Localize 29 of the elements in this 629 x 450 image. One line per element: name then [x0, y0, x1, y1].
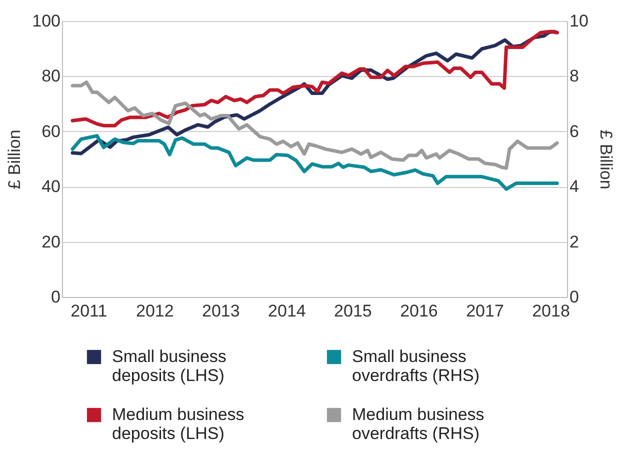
y2-axis-title: £ Billion: [596, 130, 616, 190]
x-tick-label: 2012: [136, 302, 174, 320]
x-tick-label: 2015: [334, 302, 372, 320]
y2-tick-label: 2: [570, 232, 579, 252]
legend-label: Small business overdrafts (RHS): [352, 347, 480, 385]
y-tick-label: 40: [42, 177, 60, 196]
legend-label: Medium business deposits (LHS): [112, 405, 244, 443]
legend-label: Medium business overdrafts (RHS): [352, 405, 484, 443]
line-series: [70, 134, 559, 191]
x-tick-label: 2017: [466, 302, 504, 320]
y-axis-title: £ Billion: [5, 130, 24, 190]
y-tick-label: 20: [42, 232, 60, 252]
y2-tick-label: 8: [570, 66, 579, 86]
x-tick-label: 2014: [268, 302, 306, 320]
y2-tick-label: 0: [570, 288, 579, 306]
y2-tick-label: 10: [570, 12, 588, 30]
line-series: [70, 30, 559, 128]
y-tick-label: 60: [42, 122, 60, 141]
x-tick-label: 2011: [70, 302, 108, 320]
x-tick-label: 2013: [202, 302, 240, 320]
y-tick-label: 100: [32, 12, 60, 30]
x-tick-label: 2016: [400, 302, 438, 320]
y-tick-label: 80: [42, 66, 60, 86]
x-tick-label: 2018: [532, 302, 570, 320]
y2-tick-label: 6: [570, 122, 579, 141]
line-series: [70, 80, 559, 170]
y2-tick-label: 4: [570, 177, 579, 196]
legend-label: Small business deposits (LHS): [112, 347, 226, 385]
y-tick-label: 0: [51, 288, 60, 306]
